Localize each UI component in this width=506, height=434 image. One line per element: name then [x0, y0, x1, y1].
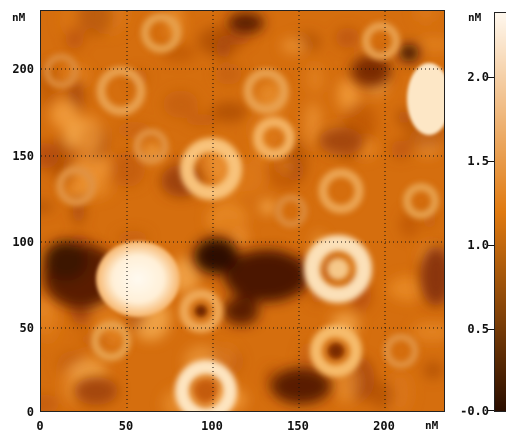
texture-blob: [281, 38, 307, 54]
texture-blob: [65, 27, 84, 50]
texture-blob: [210, 101, 248, 123]
colorbar-tick: [488, 161, 494, 162]
colorbar-unit: nM: [468, 11, 482, 24]
texture-blob: [259, 200, 277, 214]
texture-blob: [423, 361, 443, 380]
texture-blob: [390, 139, 411, 160]
x-tick-label-100: 100: [201, 419, 223, 433]
texture-blob: [415, 37, 444, 52]
x-tick-label-50: 50: [118, 419, 134, 433]
x-axis-unit: nM: [425, 419, 439, 432]
y-tick-label-200: 200: [12, 62, 34, 76]
texture-blob: [197, 26, 241, 57]
y-tick-label-100: 100: [12, 235, 34, 249]
colorbar-tick: [488, 329, 494, 330]
colorbar: [494, 12, 506, 412]
afm-grid: [41, 11, 444, 411]
texture-blob: [305, 64, 325, 94]
texture-blob: [414, 11, 437, 23]
texture-blob: [41, 200, 55, 213]
afm-height-map: [40, 10, 445, 412]
texture-blob: [41, 309, 61, 345]
afm-bright-particles: [96, 63, 444, 317]
x-tick-label-0: 0: [36, 419, 44, 433]
colorbar-label-0-5: 0.5: [467, 322, 489, 336]
texture-blob: [304, 102, 322, 146]
colorbar-label-2-0: 2.0: [467, 70, 489, 84]
y-tick-label-50: 50: [19, 321, 34, 335]
texture-blob: [411, 322, 444, 342]
texture-blob: [50, 99, 78, 129]
texture-blob: [388, 371, 413, 411]
texture-blob: [76, 115, 103, 157]
texture-blob: [214, 63, 243, 85]
texture-blob: [388, 276, 428, 302]
x-tick-label-150: 150: [287, 419, 309, 433]
texture-blob: [111, 151, 146, 187]
y-tick-label-150: 150: [12, 149, 34, 163]
afm-image-svg: [41, 11, 444, 411]
colorbar-tick: [488, 410, 494, 411]
texture-blob: [41, 394, 59, 411]
afm-ring-features: [43, 13, 439, 411]
colorbar-label-1-5: 1.5: [467, 154, 489, 168]
y-axis-unit: nM: [12, 11, 26, 24]
x-tick-label-200: 200: [373, 419, 395, 433]
colorbar-tick: [488, 77, 494, 78]
texture-blob: [215, 218, 249, 234]
texture-blob: [77, 11, 114, 36]
texture-blob: [66, 183, 91, 199]
texture-blob: [186, 113, 218, 126]
texture-blob: [163, 90, 199, 119]
colorbar-label-0-0: -0.0: [460, 404, 489, 418]
y-tick-label-0: 0: [26, 405, 34, 419]
afm-dark-regions: [43, 13, 444, 405]
texture-blob: [397, 108, 411, 126]
texture-blob: [335, 27, 360, 49]
texture-blob: [368, 380, 394, 409]
colorbar-tick: [488, 245, 494, 246]
colorbar-label-1-0: 1.0: [467, 238, 489, 252]
